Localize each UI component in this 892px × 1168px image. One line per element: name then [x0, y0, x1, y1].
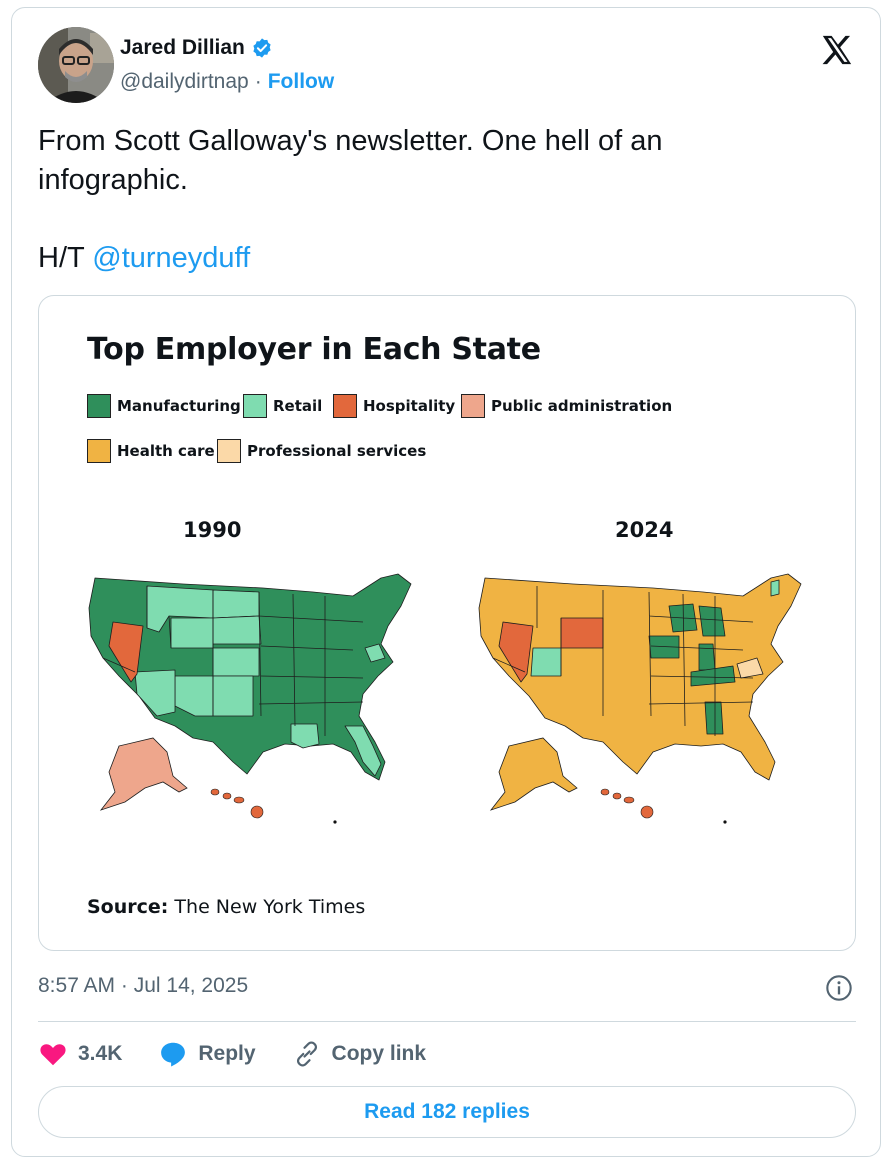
legend-swatch	[87, 439, 111, 463]
legend-label: Manufacturing	[117, 397, 241, 415]
author-handle[interactable]: @dailydirtnap	[120, 70, 249, 93]
separator-dot: ·	[254, 70, 262, 93]
x-logo-icon[interactable]	[820, 33, 854, 67]
legend-swatch	[243, 394, 267, 418]
legend-label: Retail	[273, 397, 323, 415]
legend-retail: Retail	[243, 394, 322, 418]
verified-badge-icon	[253, 38, 271, 58]
action-bar: 3.4K Reply Copy link	[38, 1039, 462, 1069]
copy-link-label: Copy link	[331, 1042, 427, 1065]
infographic-image[interactable]: Top Employer in Each State Manufacturing…	[38, 295, 856, 951]
timestamp[interactable]: 8:57 AM · Jul 14, 2025	[38, 974, 249, 997]
legend-label: Hospitality	[363, 397, 456, 415]
tweet-text: From Scott Galloway's newsletter. One he…	[38, 122, 838, 278]
legend-swatch	[461, 394, 485, 418]
hat-tip-line: H/T @turneyduff	[38, 239, 838, 278]
avatar[interactable]	[38, 27, 114, 103]
info-icon[interactable]	[825, 974, 853, 1002]
map-2024	[478, 573, 802, 824]
reply-icon	[161, 1042, 186, 1067]
legend-health-care: Health care	[87, 439, 215, 463]
legend-label: Public administration	[491, 397, 673, 415]
heart-icon	[40, 1044, 66, 1066]
copy-link-button[interactable]: Copy link	[292, 1039, 427, 1069]
reply-label: Reply	[198, 1042, 256, 1065]
legend-professional-services: Professional services	[217, 439, 426, 463]
link-icon	[296, 1041, 317, 1067]
year-label-1990: 1990	[183, 518, 242, 542]
read-replies-button[interactable]: Read 182 replies	[38, 1086, 856, 1138]
infographic-title: Top Employer in Each State	[87, 332, 541, 367]
handle-row: @dailydirtnap · Follow	[120, 70, 334, 94]
divider	[38, 1021, 856, 1022]
legend-manufacturing: Manufacturing	[87, 394, 241, 418]
mention-link[interactable]: @turneyduff	[92, 242, 251, 274]
infographic-source: Source: The New York Times	[87, 896, 365, 918]
follow-button[interactable]: Follow	[267, 70, 335, 93]
tweet-line: From Scott Galloway's newsletter. One he…	[38, 125, 663, 196]
legend-swatch	[333, 394, 357, 418]
legend-hospitality: Hospitality	[333, 394, 455, 418]
source-text: The New York Times	[168, 896, 366, 918]
like-button[interactable]: 3.4K	[38, 1039, 122, 1069]
author-name-row: Jared Dillian	[120, 36, 273, 60]
legend-swatch	[217, 439, 241, 463]
hat-tip-prefix: H/T	[38, 242, 93, 274]
tweet-card: Jared Dillian @dailydirtnap · Follow Fro…	[11, 7, 881, 1157]
legend-swatch	[87, 394, 111, 418]
source-label: Source:	[87, 896, 169, 918]
map-1990	[88, 573, 412, 824]
like-count: 3.4K	[78, 1042, 123, 1065]
legend-public-administration: Public administration	[461, 394, 672, 418]
author-name[interactable]: Jared Dillian	[120, 36, 245, 59]
legend-label: Health care	[117, 442, 215, 460]
legend-label: Professional services	[247, 442, 427, 460]
year-label-2024: 2024	[615, 518, 674, 542]
reply-button[interactable]: Reply	[158, 1039, 256, 1069]
